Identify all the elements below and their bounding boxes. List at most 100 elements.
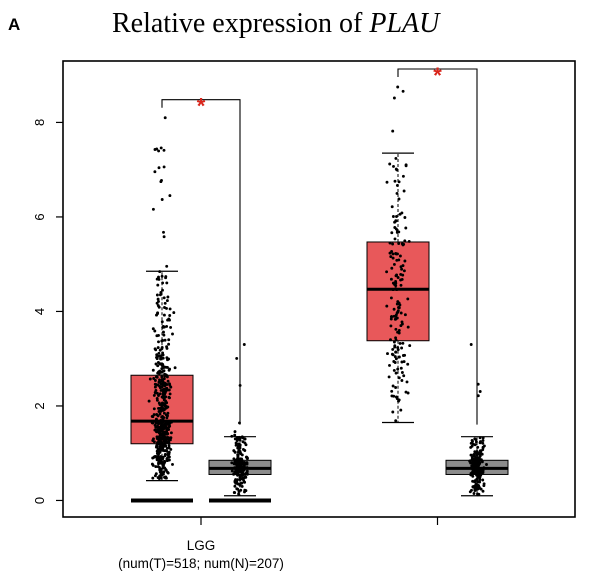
data-point	[485, 463, 488, 466]
data-point	[232, 491, 236, 494]
data-point	[480, 460, 484, 464]
data-point	[478, 449, 482, 453]
data-point	[152, 407, 156, 411]
category-group: *	[366, 63, 509, 497]
data-point	[230, 434, 234, 438]
data-point	[471, 439, 474, 443]
data-point	[156, 455, 160, 458]
data-point	[471, 459, 475, 463]
data-point	[482, 444, 486, 448]
data-point	[471, 479, 475, 483]
data-point	[166, 358, 169, 362]
data-point	[242, 476, 246, 480]
data-point	[402, 360, 406, 364]
data-point	[161, 392, 165, 396]
data-point	[396, 85, 400, 89]
data-point	[233, 484, 237, 488]
data-point	[156, 383, 160, 387]
data-point	[480, 452, 484, 456]
data-point	[399, 311, 403, 315]
data-point	[160, 395, 164, 399]
data-point	[230, 469, 234, 473]
data-point	[165, 427, 169, 430]
data-point	[162, 235, 166, 239]
data-point	[400, 379, 404, 382]
data-point	[162, 296, 166, 300]
data-point	[392, 368, 396, 372]
data-point	[400, 371, 404, 374]
data-point	[472, 492, 476, 495]
data-point	[237, 442, 240, 446]
data-point	[476, 493, 480, 497]
data-point	[403, 313, 407, 317]
data-point	[389, 317, 393, 321]
data-point	[153, 455, 156, 459]
data-point	[171, 462, 174, 466]
data-point	[157, 340, 160, 344]
data-point	[397, 230, 401, 234]
data-point	[478, 441, 482, 445]
data-point	[147, 399, 151, 403]
data-point	[161, 288, 164, 292]
data-point	[159, 471, 163, 475]
significance-bracket: *	[397, 63, 478, 425]
data-point	[479, 470, 483, 474]
data-point	[168, 392, 172, 396]
plot-frame	[62, 60, 576, 518]
data-point	[233, 472, 237, 475]
data-point	[395, 215, 398, 218]
data-point	[391, 347, 395, 351]
data-point	[165, 306, 168, 310]
data-point	[167, 436, 171, 440]
bracket-line	[161, 99, 241, 425]
data-point	[153, 382, 157, 386]
data-point	[167, 342, 171, 346]
data-point	[402, 374, 406, 378]
data-point	[236, 456, 240, 460]
data-point	[163, 459, 167, 463]
data-point	[394, 419, 398, 423]
data-point	[397, 355, 401, 359]
data-point	[236, 450, 240, 454]
panel-label: A	[8, 15, 20, 34]
data-point	[392, 96, 396, 100]
data-point	[236, 470, 240, 474]
data-point	[158, 348, 162, 352]
data-point	[386, 352, 389, 356]
data-point	[159, 146, 163, 150]
data-point	[162, 449, 166, 453]
data-point	[156, 283, 160, 287]
data-point	[391, 256, 395, 260]
data-point	[392, 340, 396, 344]
data-point	[153, 379, 157, 382]
data-point	[393, 179, 397, 183]
data-point	[403, 216, 407, 219]
data-point	[476, 484, 480, 488]
data-point	[395, 191, 399, 195]
data-point	[165, 401, 168, 405]
data-point	[391, 410, 395, 414]
data-point	[394, 156, 398, 160]
data-point	[165, 346, 169, 350]
data-point	[244, 455, 248, 459]
data-point	[394, 350, 398, 354]
data-point	[156, 414, 160, 418]
data-point	[241, 440, 245, 444]
data-point	[385, 304, 389, 308]
data-point	[157, 299, 160, 303]
data-point	[388, 162, 392, 166]
data-point	[481, 489, 485, 493]
data-point	[478, 390, 482, 393]
data-point	[235, 436, 239, 439]
data-point	[165, 375, 169, 379]
data-point	[159, 388, 163, 392]
data-point	[169, 431, 173, 435]
data-point	[152, 440, 156, 444]
data-point	[394, 167, 398, 171]
data-point	[469, 473, 473, 477]
data-point	[162, 470, 166, 474]
data-point	[164, 444, 168, 448]
data-point	[476, 456, 480, 460]
data-point	[400, 322, 404, 326]
data-point	[161, 324, 165, 328]
